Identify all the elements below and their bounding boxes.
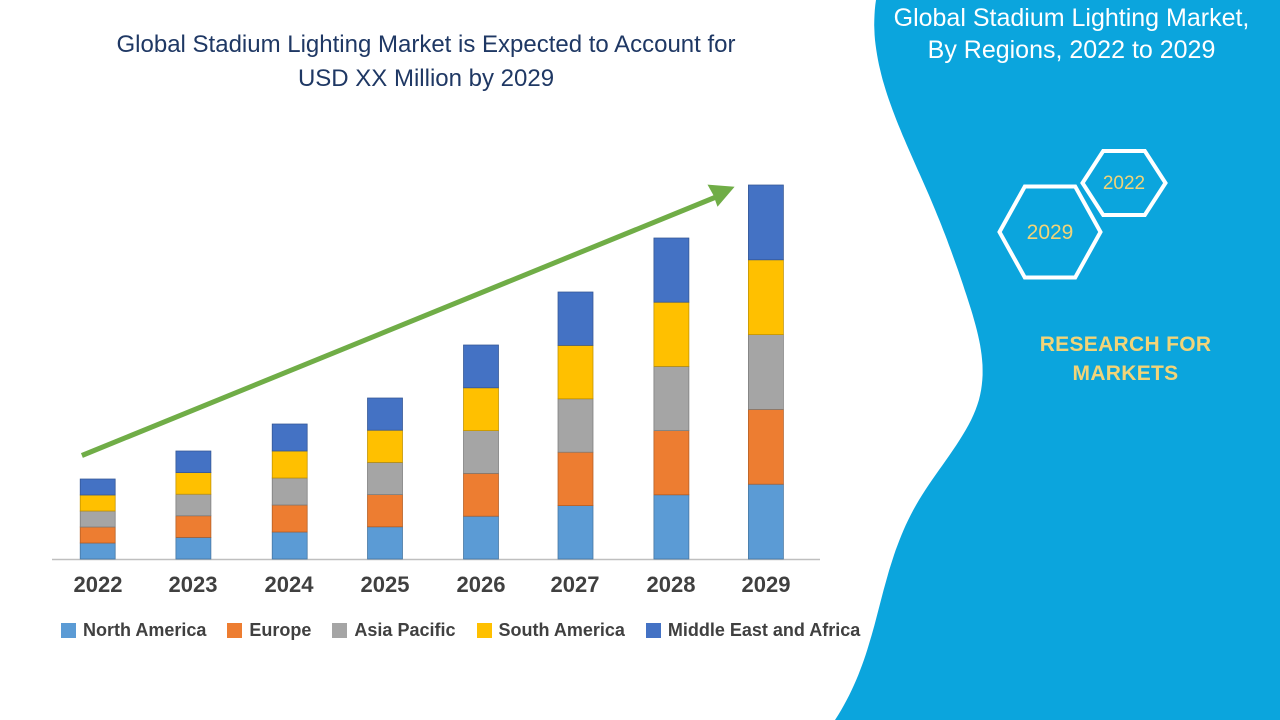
svg-text:2029: 2029 bbox=[1027, 221, 1074, 244]
svg-text:2022: 2022 bbox=[1103, 173, 1145, 194]
